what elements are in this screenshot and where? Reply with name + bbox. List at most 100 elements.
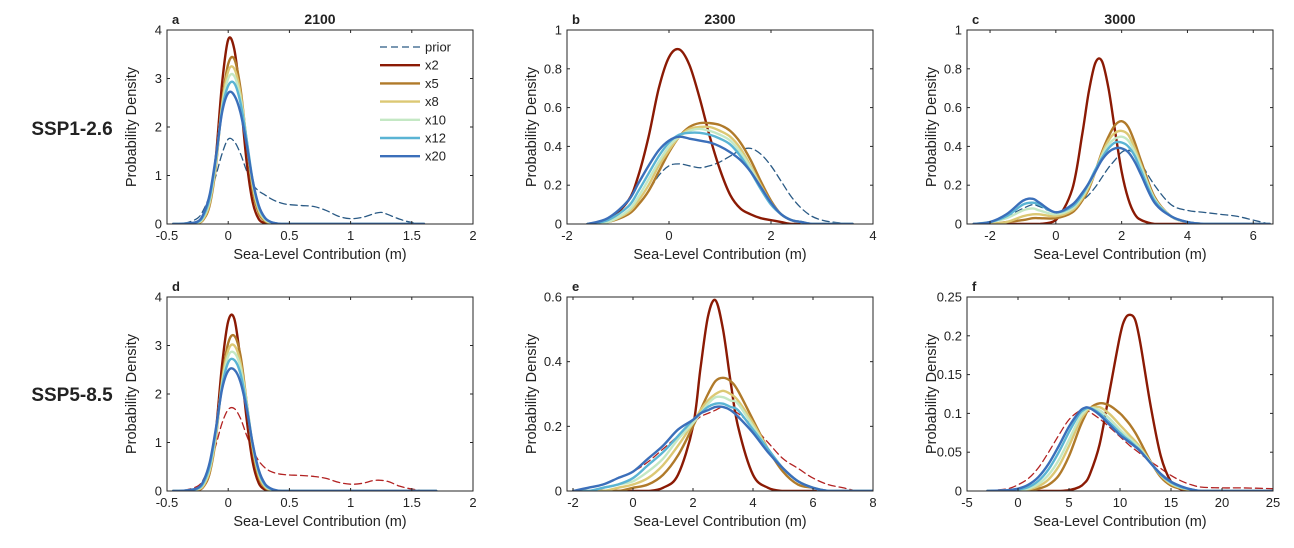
y-tick-label: 0.2 [944, 328, 962, 343]
series-prior-line [972, 149, 1271, 224]
x-axis-label: Sea-Level Contribution (m) [233, 514, 406, 530]
y-tick-label: 4 [155, 23, 162, 38]
x-tick-label: 1.5 [403, 228, 421, 243]
panel-e: -2 0 2 4 6 8 0 0.2 0.4 0.6 Sea-Level Contribution … [524, 279, 877, 530]
panel-letter: b [572, 12, 580, 27]
y-tick-label: 0.4 [544, 139, 562, 154]
legend-item-x5: x5 [380, 76, 439, 91]
x-tick-label: -0.5 [156, 495, 178, 510]
panel-e-curves [571, 298, 873, 491]
panel-title: 2100 [304, 11, 335, 27]
legend-item-prior: prior [380, 40, 452, 55]
panel-b-curves [586, 47, 854, 224]
y-tick-label: 0.05 [937, 445, 962, 460]
x-tick-label: 2 [689, 495, 696, 510]
x-tick-label: 0 [629, 495, 636, 510]
series-x20-line [586, 135, 854, 224]
y-tick-label: 1 [555, 23, 562, 38]
y-tick-label: 0.2 [944, 178, 962, 193]
panel-letter: c [972, 12, 979, 27]
y-tick-label: 0.25 [937, 290, 962, 305]
legend: prior x2 x5 x8 x10 x12 x20 [380, 40, 452, 164]
legend-label: x20 [425, 149, 446, 164]
y-tick-label: 4 [155, 290, 162, 305]
x-tick-label: 0 [1052, 228, 1059, 243]
legend-item-x8: x8 [380, 94, 439, 109]
x-tick-label: 0 [1014, 495, 1021, 510]
x-tick-label: 1 [347, 228, 354, 243]
y-axis-label: Probability Density [124, 66, 140, 187]
panel-title: 3000 [1104, 11, 1135, 27]
x-tick-label: 20 [1215, 495, 1229, 510]
y-tick-label: 0.2 [544, 178, 562, 193]
y-tick-label: 2 [155, 387, 162, 402]
x-tick-label: 1.5 [403, 495, 421, 510]
x-tick-label: 4 [1184, 228, 1191, 243]
panel-letter: e [572, 279, 579, 294]
y-tick-label: 0.8 [944, 61, 962, 76]
y-tick-label: 0.4 [544, 354, 562, 369]
x-axis-label: Sea-Level Contribution (m) [1033, 514, 1206, 530]
y-axis-label: Probability Density [924, 333, 940, 454]
y-tick-label: 0.15 [937, 367, 962, 382]
row-label-ssp585: SSP5-8.5 [31, 385, 113, 406]
y-tick-label: 1 [155, 435, 162, 450]
legend-item-x10: x10 [380, 112, 446, 127]
legend-label: x5 [425, 76, 439, 91]
x-tick-label: 6 [1250, 228, 1257, 243]
y-tick-label: 2 [155, 120, 162, 135]
x-tick-label: 8 [869, 495, 876, 510]
legend-item-x12: x12 [380, 131, 446, 146]
x-tick-label: -5 [961, 495, 973, 510]
series-x20-line [171, 367, 438, 491]
panel-f: -5 0 5 10 15 20 2500.050.10.150.20.25Sea-Level… [924, 279, 1280, 530]
x-tick-label: 2 [1118, 228, 1125, 243]
legend-label: x10 [425, 112, 446, 127]
y-tick-label: 0.4 [944, 139, 962, 154]
legend-label: x2 [425, 58, 439, 73]
y-tick-label: 0 [955, 217, 962, 232]
x-tick-label: 0 [665, 228, 672, 243]
x-axis-label: Sea-Level Contribution (m) [633, 514, 806, 530]
axes-frame [566, 29, 874, 225]
y-tick-label: 0.8 [544, 61, 562, 76]
x-tick-label: 2 [469, 228, 476, 243]
y-axis-label: Probability Density [524, 333, 540, 454]
series-x2-line [972, 57, 1271, 224]
legend-item-x2: x2 [380, 58, 439, 73]
panel-c: -2 0 2 4 6 0 0.2 0.4 0.6 0.8 1 Sea-Level Contributi… [924, 11, 1274, 263]
x-tick-label: 0.5 [280, 228, 298, 243]
x-tick-label: 15 [1164, 495, 1178, 510]
panel-letter: d [172, 279, 180, 294]
y-tick-label: 1 [955, 23, 962, 38]
y-axis-label: Probability Density [924, 66, 940, 187]
x-tick-label: 2 [469, 495, 476, 510]
y-tick-label: 1 [155, 168, 162, 183]
x-axis-label: Sea-Level Contribution (m) [1033, 247, 1206, 263]
y-tick-label: 0 [555, 484, 562, 499]
x-tick-label: 0 [225, 228, 232, 243]
x-tick-label: 5 [1065, 495, 1072, 510]
y-tick-label: 0.6 [544, 100, 562, 115]
legend-label: x12 [425, 131, 446, 146]
y-tick-label: 3 [155, 71, 162, 86]
x-axis-label: Sea-Level Contribution (m) [633, 247, 806, 263]
axes-frame [566, 296, 874, 492]
series-x20-line [171, 90, 426, 224]
y-tick-label: 3 [155, 338, 162, 353]
panel-letter: f [972, 279, 977, 294]
x-tick-label: 10 [1113, 495, 1127, 510]
y-tick-label: 0 [155, 217, 162, 232]
series-x2-line [571, 298, 873, 491]
x-tick-label: 0.5 [280, 495, 298, 510]
y-axis-label: Probability Density [124, 333, 140, 454]
axes-frame [966, 29, 1274, 225]
panel-letter: a [172, 12, 180, 27]
x-tick-label: -2 [567, 495, 579, 510]
